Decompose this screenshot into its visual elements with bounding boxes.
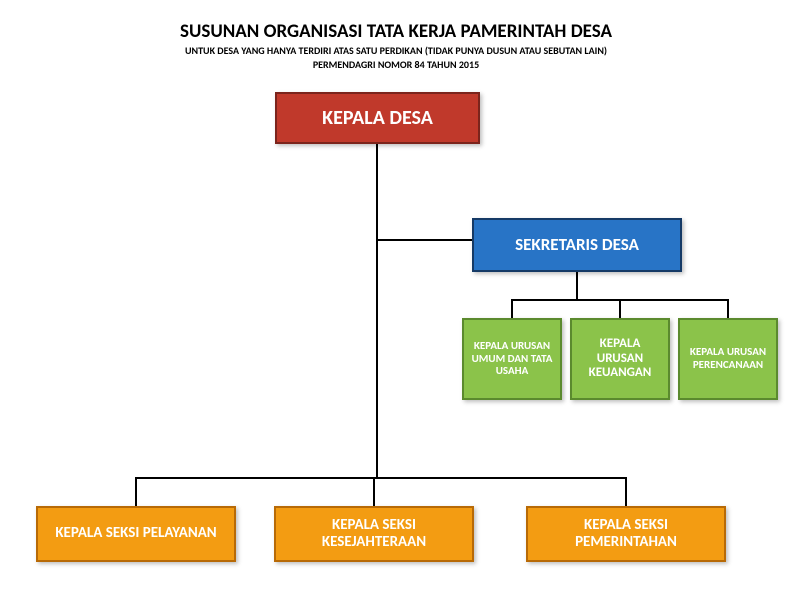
node-seksi-pemerintahan: KEPALA SEKSI PEMERINTAHAN bbox=[526, 506, 726, 562]
node-label: SEKRETARIS DESA bbox=[515, 235, 639, 255]
node-kepala-desa: KEPALA DESA bbox=[275, 92, 480, 144]
node-label: KEPALA URUSAN KEUANGAN bbox=[578, 337, 662, 382]
node-label: KEPALA URUSAN UMUM DAN TATA USAHA bbox=[470, 340, 554, 378]
node-seksi-pelayanan: KEPALA SEKSI PELAYANAN bbox=[36, 506, 236, 562]
node-label: KEPALA URUSAN PERENCANAAN bbox=[686, 346, 770, 371]
node-seksi-kesejahteraan: KEPALA SEKSI KESEJAHTERAAN bbox=[274, 506, 474, 562]
node-label: KEPALA DESA bbox=[322, 107, 433, 130]
node-sekretaris-desa: SEKRETARIS DESA bbox=[472, 218, 682, 272]
node-urusan-perencanaan: KEPALA URUSAN PERENCANAAN bbox=[678, 318, 778, 400]
node-label: KEPALA SEKSI PEMERINTAHAN bbox=[534, 517, 718, 552]
node-urusan-umum: KEPALA URUSAN UMUM DAN TATA USAHA bbox=[462, 318, 562, 400]
node-label: KEPALA SEKSI PELAYANAN bbox=[55, 525, 216, 542]
org-chart-page: SUSUNAN ORGANISASI TATA KERJA PAMERINTAH… bbox=[0, 0, 792, 612]
node-label: KEPALA SEKSI KESEJAHTERAAN bbox=[282, 517, 466, 552]
node-urusan-keuangan: KEPALA URUSAN KEUANGAN bbox=[570, 318, 670, 400]
